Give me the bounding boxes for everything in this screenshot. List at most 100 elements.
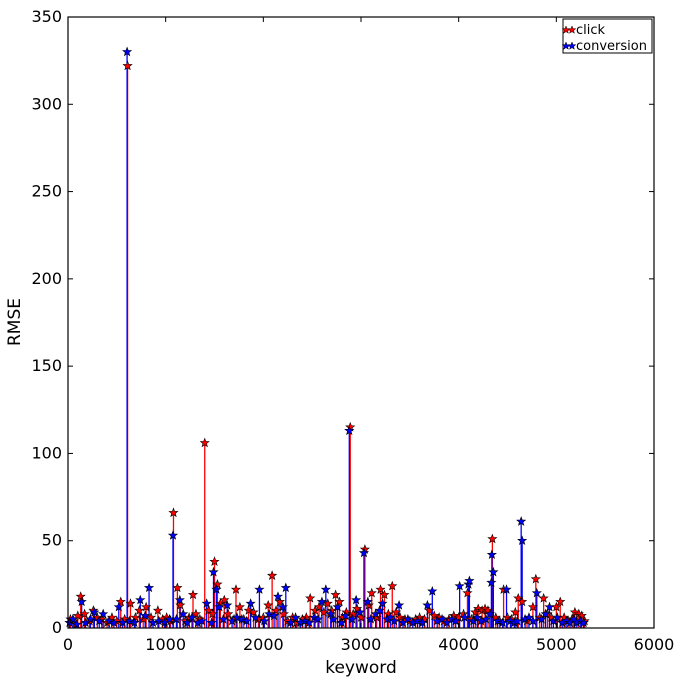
conversion-marker [486,549,497,560]
y-tick-label: 200 [31,269,62,288]
conversion-marker [236,613,247,624]
click-marker [267,570,278,580]
conversion-marker [206,617,217,628]
legend-label-conversion: conversion [576,39,647,54]
conversion-marker [211,584,222,594]
click-marker [322,598,333,608]
conversion-marker [94,615,105,626]
x-axis-title: keyword [325,658,397,678]
conversion-marker [85,613,96,624]
conversion-marker [512,615,523,626]
click-marker [429,610,440,621]
conversion-marker [464,575,475,586]
click-marker [79,608,90,619]
x-tick-label: 6000 [634,635,675,654]
conversion-marker [222,599,233,610]
conversion-marker [536,613,547,624]
click-marker [355,612,367,622]
click-marker [187,589,199,600]
click-marker [168,507,179,518]
click-marker [527,601,538,612]
click-marker [375,584,386,594]
click-marker [115,596,126,607]
conversion-marker [417,617,428,628]
conversion-marker [454,580,465,591]
click-marker [134,605,145,615]
click-marker [394,612,406,622]
click-marker [348,608,359,619]
conversion-marker [121,46,133,57]
conversion-marker [316,596,328,607]
x-tick-label: 1000 [145,635,186,654]
conversion-marker [108,617,119,628]
conversion-marker [178,608,189,619]
y-tick-label: 350 [31,7,62,26]
x-tick-label: 2000 [243,635,284,654]
click-marker [199,437,210,448]
conversion-marker [578,617,589,628]
click-marker [145,612,157,622]
conversion-marker [527,615,538,626]
click-marker [517,596,528,607]
conversion-marker [362,596,373,607]
click-marker [387,580,398,591]
x-tick-label: 4000 [438,635,479,654]
conversion-marker [241,615,252,626]
conversion-marker [336,617,347,628]
conversion-marker [71,619,82,629]
conversion-marker [196,615,207,626]
click-marker [305,592,316,603]
conversion-marker [285,617,296,628]
conversion-marker [412,615,423,626]
conversion-marker [377,598,388,608]
conversion-marker [422,599,433,610]
click-marker [207,608,218,619]
click-marker [234,601,245,612]
conversion-marker [488,566,499,577]
click-marker [330,589,341,600]
click-marker [223,608,234,619]
conversion-marker [280,582,291,593]
conversion-marker [231,612,243,622]
click-marker [510,606,521,617]
conversion-marker [124,615,135,626]
conversion-marker [186,612,198,622]
legend-label-click: click [576,23,606,38]
click-marker [576,610,587,621]
y-axis-title: RMSE [5,298,25,346]
legend-marker-conversion [567,41,577,50]
x-tick-label: 5000 [536,635,577,654]
conversion-marker [365,613,376,624]
y-tick-label: 250 [31,182,62,201]
conversion-marker [354,606,366,617]
click-marker [209,556,220,566]
x-tick-label: 3000 [341,635,382,654]
conversion-marker [167,530,179,540]
conversion-marker [250,612,261,622]
click-marker [318,606,329,617]
click-marker [379,589,390,600]
conversion-marker [113,601,124,612]
legend-marker-click [567,25,577,34]
click-marker [313,601,325,612]
conversion-marker [492,615,503,626]
conversion-marker [480,613,492,624]
conversion-marker [544,601,555,612]
conversion-marker [129,617,140,628]
conversion-marker [325,608,336,619]
conversion-marker [459,612,470,622]
conversion-marker [214,601,225,612]
conversion-marker [103,615,115,626]
ticks-layer: 0 1000 2000 3000 4000 5000 6000 0 50 100 150 200 250… [31,7,674,654]
click-marker [366,587,377,598]
x-tick-label: 0 [63,635,73,654]
conversion-marker [259,615,270,626]
conversion-marker [320,584,331,594]
click-marker [248,606,259,617]
conversion-marker [290,612,301,622]
conversion-marker [347,613,358,624]
conversion-marker [374,605,385,615]
